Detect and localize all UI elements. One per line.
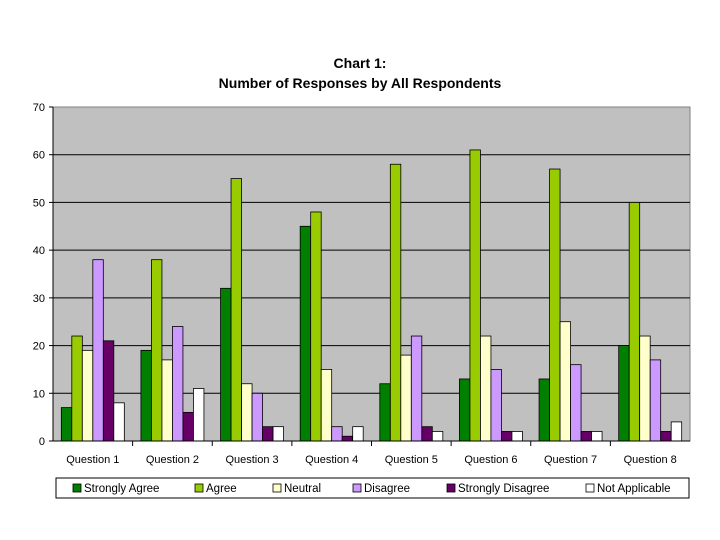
bar — [618, 345, 630, 442]
legend-label: Disagree — [364, 483, 410, 495]
bar — [113, 402, 125, 442]
bar — [389, 163, 402, 442]
bars — [60, 149, 683, 442]
legend-swatch — [272, 483, 282, 493]
axes: 0 10 20 30 40 50 60 70 Question 1 Question 2 Quest… — [33, 102, 690, 466]
legend-label: Neutral — [284, 483, 321, 495]
x-tick-label: Question 4 — [305, 454, 358, 466]
bar — [400, 354, 412, 442]
x-tick-label: Question 5 — [385, 454, 438, 466]
bar — [649, 359, 662, 442]
bar — [241, 383, 253, 442]
bar — [331, 426, 343, 442]
bar — [60, 407, 73, 442]
legend-label: Strongly Disagree — [458, 483, 549, 495]
bar — [379, 383, 391, 442]
x-tick-label: Question 3 — [225, 454, 278, 466]
legend-swatch — [352, 483, 362, 493]
bar — [421, 426, 433, 442]
bar — [570, 364, 582, 442]
bar — [410, 335, 423, 442]
legend-swatch — [446, 483, 456, 493]
bar — [580, 431, 592, 442]
bar — [220, 287, 232, 442]
bar — [549, 168, 561, 442]
bar — [591, 431, 603, 442]
y-tick-label: 70 — [33, 102, 45, 114]
y-tick-label: 30 — [33, 293, 45, 305]
bar — [511, 431, 523, 442]
bar — [320, 369, 333, 442]
bar — [182, 411, 194, 442]
y-tick-label: 50 — [33, 197, 45, 209]
legend-box — [55, 477, 690, 499]
y-tick-label: 0 — [39, 436, 45, 448]
legend-swatch — [72, 483, 82, 493]
chart-title-line-1: Chart 1: — [334, 55, 387, 71]
bar — [262, 426, 274, 442]
bar — [172, 326, 184, 442]
bar — [352, 426, 364, 442]
chart-title-line-2: Number of Responses by All Respondents — [219, 75, 502, 91]
bar — [660, 431, 672, 442]
bar — [559, 321, 571, 442]
legend-label: Strongly Agree — [84, 483, 159, 495]
x-tick-label: Question 7 — [544, 454, 597, 466]
legend-label: Agree — [206, 483, 237, 495]
legend-swatch — [194, 483, 204, 493]
bar — [538, 378, 550, 442]
legend: Strongly Agree Agree Neutral Disagree Strong… — [55, 477, 690, 499]
bar — [151, 259, 163, 442]
bar — [92, 259, 104, 442]
y-tick-label: 60 — [33, 150, 45, 162]
bar — [480, 335, 492, 442]
bar — [102, 340, 115, 442]
y-tick-label: 20 — [33, 341, 45, 353]
bar — [628, 202, 641, 442]
y-tick-label: 10 — [33, 388, 45, 400]
bar — [670, 421, 683, 442]
legend-swatch — [585, 483, 595, 493]
bar — [459, 378, 471, 442]
x-tick-label: Question 6 — [464, 454, 517, 466]
bar — [230, 178, 242, 442]
bar — [431, 431, 444, 442]
bar — [161, 359, 173, 442]
x-tick-label: Question 8 — [624, 454, 677, 466]
bar — [341, 435, 354, 442]
x-tick-label: Question 1 — [66, 454, 119, 466]
bar — [639, 335, 651, 442]
bar — [490, 369, 502, 442]
x-tick-label: Question 2 — [146, 454, 199, 466]
bar — [501, 431, 513, 442]
bar — [469, 149, 481, 442]
y-tick-label: 40 — [33, 245, 45, 257]
bar — [272, 426, 284, 442]
bar — [81, 349, 94, 442]
legend-label: Not Applicable — [597, 483, 671, 495]
bar — [193, 388, 205, 442]
bar — [71, 335, 83, 442]
bar — [140, 349, 152, 442]
bar — [299, 225, 312, 442]
bar — [251, 392, 263, 442]
bar — [310, 211, 322, 442]
